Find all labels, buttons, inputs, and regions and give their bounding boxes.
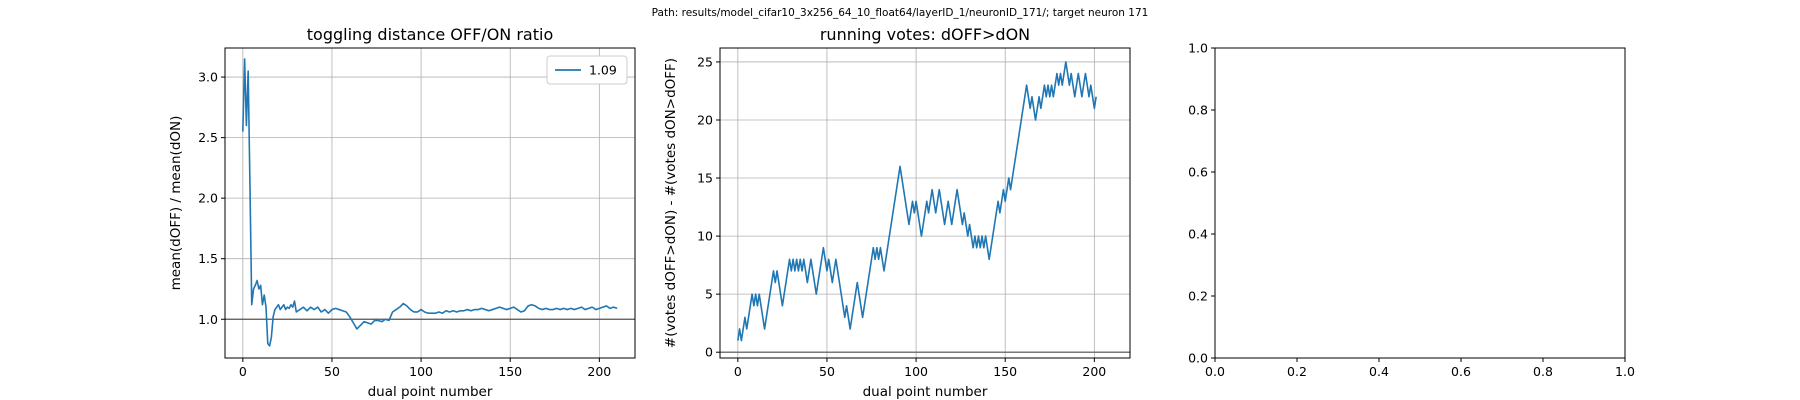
y-tick-label: 0 (705, 345, 713, 360)
y-tick-label: 1.0 (1188, 41, 1208, 56)
y-tick-label: 0.6 (1188, 165, 1208, 180)
x-tick-label: 1.0 (1615, 364, 1635, 379)
y-tick-label: 1.5 (198, 251, 218, 266)
y-tick-label: 20 (697, 112, 713, 127)
y-tick-label: 15 (697, 171, 713, 186)
y-axis-label: #(votes dOFF>dON) - #(votes dON>dOFF) (663, 58, 679, 348)
y-tick-label: 10 (697, 229, 713, 244)
series-line-1 (737, 61, 1097, 342)
figure-suptitle: Path: results/model_cifar10_3x256_64_10_… (652, 7, 1149, 19)
x-tick-label: 0 (239, 364, 247, 379)
x-axis-label: dual point number (368, 384, 493, 400)
y-tick-label: 1.0 (198, 312, 218, 327)
x-tick-label: 200 (1082, 364, 1106, 379)
x-tick-label: 0.0 (1205, 364, 1225, 379)
y-axis-label: mean(dOFF) / mean(dON) (168, 116, 184, 291)
x-tick-label: 150 (498, 364, 522, 379)
chart-3: 0.0 0.2 0.4 0.6 0.8 1.0 0.0 0.2 0.4 0.6 0.8 1.0 (1188, 41, 1635, 380)
x-tick-label: 0.8 (1533, 364, 1553, 379)
chart-title: running votes: dOFF>dON (820, 25, 1030, 44)
series-line-1 (242, 58, 618, 347)
x-tick-label: 50 (324, 364, 340, 379)
y-tick-label: 2.5 (198, 130, 218, 145)
legend: 1.09 (546, 55, 628, 85)
y-tick-label: 2.0 (198, 191, 218, 206)
x-tick-label: 150 (993, 364, 1017, 379)
x-tick-label: 100 (409, 364, 433, 379)
y-tick-label: 3.0 (198, 70, 218, 85)
axes-frame (719, 47, 1131, 359)
y-tick-label: 5 (705, 287, 713, 302)
legend-entry: 1.09 (589, 63, 617, 78)
x-axis-label: dual point number (863, 384, 988, 400)
x-tick-label: 0.2 (1287, 364, 1307, 379)
x-tick-label: 0 (734, 364, 742, 379)
y-tick-label: 0.8 (1188, 103, 1208, 118)
x-tick-label: 0.6 (1451, 364, 1471, 379)
y-tick-label: 0.0 (1188, 351, 1208, 366)
x-tick-label: 0.4 (1369, 364, 1389, 379)
y-tick-label: 0.2 (1188, 289, 1208, 304)
y-tick-label: 25 (697, 54, 713, 69)
chart-2: 0 50 100 150 200 0 5 10 15 20 25 running votes: dOF… (663, 25, 1131, 400)
chart-1: 0 50 100 150 200 1.0 1.5 2.0 2.5 3.0 toggling dist… (168, 25, 636, 400)
y-tick-label: 0.4 (1188, 227, 1208, 242)
axes-frame (1214, 47, 1626, 359)
x-tick-label: 200 (587, 364, 611, 379)
axes-frame (224, 47, 636, 359)
x-tick-label: 100 (904, 364, 928, 379)
chart-title: toggling distance OFF/ON ratio (307, 25, 553, 44)
legend-box (546, 55, 628, 85)
x-tick-label: 50 (819, 364, 835, 379)
